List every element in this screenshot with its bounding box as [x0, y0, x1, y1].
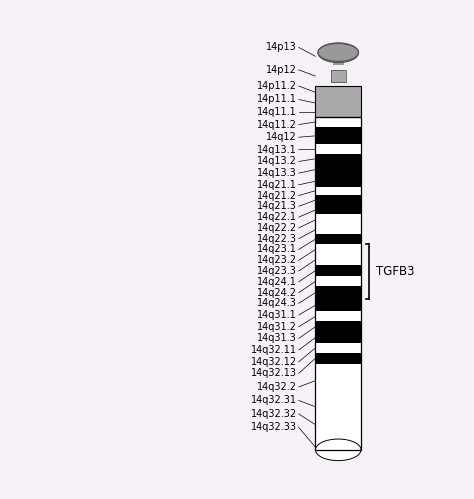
Bar — [316, 163, 361, 176]
Bar — [333, 57, 344, 65]
Text: 14p13: 14p13 — [266, 42, 297, 52]
Bar — [316, 265, 361, 276]
Bar — [316, 206, 361, 215]
Bar — [316, 99, 361, 108]
Text: 14q32.13: 14q32.13 — [251, 368, 297, 378]
Text: 14q21.3: 14q21.3 — [257, 202, 297, 212]
Bar — [316, 195, 361, 206]
Bar — [316, 255, 361, 265]
Bar — [316, 187, 361, 195]
Bar — [316, 108, 361, 117]
Ellipse shape — [316, 439, 361, 461]
Text: 14q13.2: 14q13.2 — [257, 157, 297, 167]
Text: 14q32.12: 14q32.12 — [251, 357, 297, 367]
Bar — [316, 311, 361, 321]
Bar — [316, 343, 361, 353]
Bar — [316, 117, 361, 127]
Text: 14q24.3: 14q24.3 — [257, 298, 297, 308]
Text: 14q32.32: 14q32.32 — [251, 409, 297, 419]
Bar — [331, 70, 346, 82]
Text: 14q31.1: 14q31.1 — [257, 310, 297, 320]
Text: 14p12: 14p12 — [266, 65, 297, 75]
Text: 14q22.1: 14q22.1 — [257, 212, 297, 222]
Text: 14q32.31: 14q32.31 — [251, 395, 297, 405]
Ellipse shape — [318, 43, 358, 63]
Text: 14p11.2: 14p11.2 — [257, 81, 297, 91]
Text: TGFB3: TGFB3 — [376, 265, 415, 278]
Bar — [316, 353, 361, 364]
Text: 14q11.1: 14q11.1 — [257, 107, 297, 117]
Ellipse shape — [318, 43, 358, 61]
Text: 14q32.33: 14q32.33 — [251, 422, 297, 432]
Text: 14q21.1: 14q21.1 — [257, 180, 297, 190]
Bar — [316, 176, 361, 187]
Bar — [316, 364, 361, 398]
Text: 14q23.2: 14q23.2 — [257, 255, 297, 265]
Bar — [316, 154, 361, 163]
Text: 14q12: 14q12 — [266, 132, 297, 142]
Text: 14q32.11: 14q32.11 — [251, 345, 297, 355]
Text: 14q23.3: 14q23.3 — [257, 266, 297, 276]
Text: 14q13.3: 14q13.3 — [257, 168, 297, 178]
Bar — [316, 434, 361, 450]
Bar — [316, 144, 361, 154]
Text: 14q13.1: 14q13.1 — [257, 145, 297, 155]
Bar — [316, 416, 361, 434]
Text: 14q31.2: 14q31.2 — [257, 322, 297, 332]
Bar — [316, 332, 361, 343]
Text: 14q22.3: 14q22.3 — [257, 234, 297, 244]
Bar — [316, 321, 361, 332]
Bar — [316, 244, 361, 255]
Text: 14p11.1: 14p11.1 — [257, 94, 297, 104]
Text: 14q22.2: 14q22.2 — [257, 223, 297, 233]
Bar — [316, 286, 361, 299]
Text: 14q24.2: 14q24.2 — [257, 287, 297, 297]
Text: 14q23.1: 14q23.1 — [257, 245, 297, 254]
Bar — [316, 234, 361, 244]
Bar — [316, 299, 361, 311]
Bar — [316, 127, 361, 144]
Bar — [316, 117, 361, 450]
Bar — [316, 86, 361, 99]
Text: 14q21.2: 14q21.2 — [257, 191, 297, 201]
Bar — [316, 276, 361, 286]
Text: 14q32.2: 14q32.2 — [257, 382, 297, 392]
Text: 14q24.1: 14q24.1 — [257, 277, 297, 287]
Bar — [316, 225, 361, 234]
Bar — [316, 215, 361, 225]
Bar — [316, 398, 361, 416]
Bar — [331, 70, 346, 82]
Bar — [316, 86, 361, 117]
Text: 14q31.3: 14q31.3 — [257, 333, 297, 343]
Text: 14q11.2: 14q11.2 — [257, 120, 297, 130]
